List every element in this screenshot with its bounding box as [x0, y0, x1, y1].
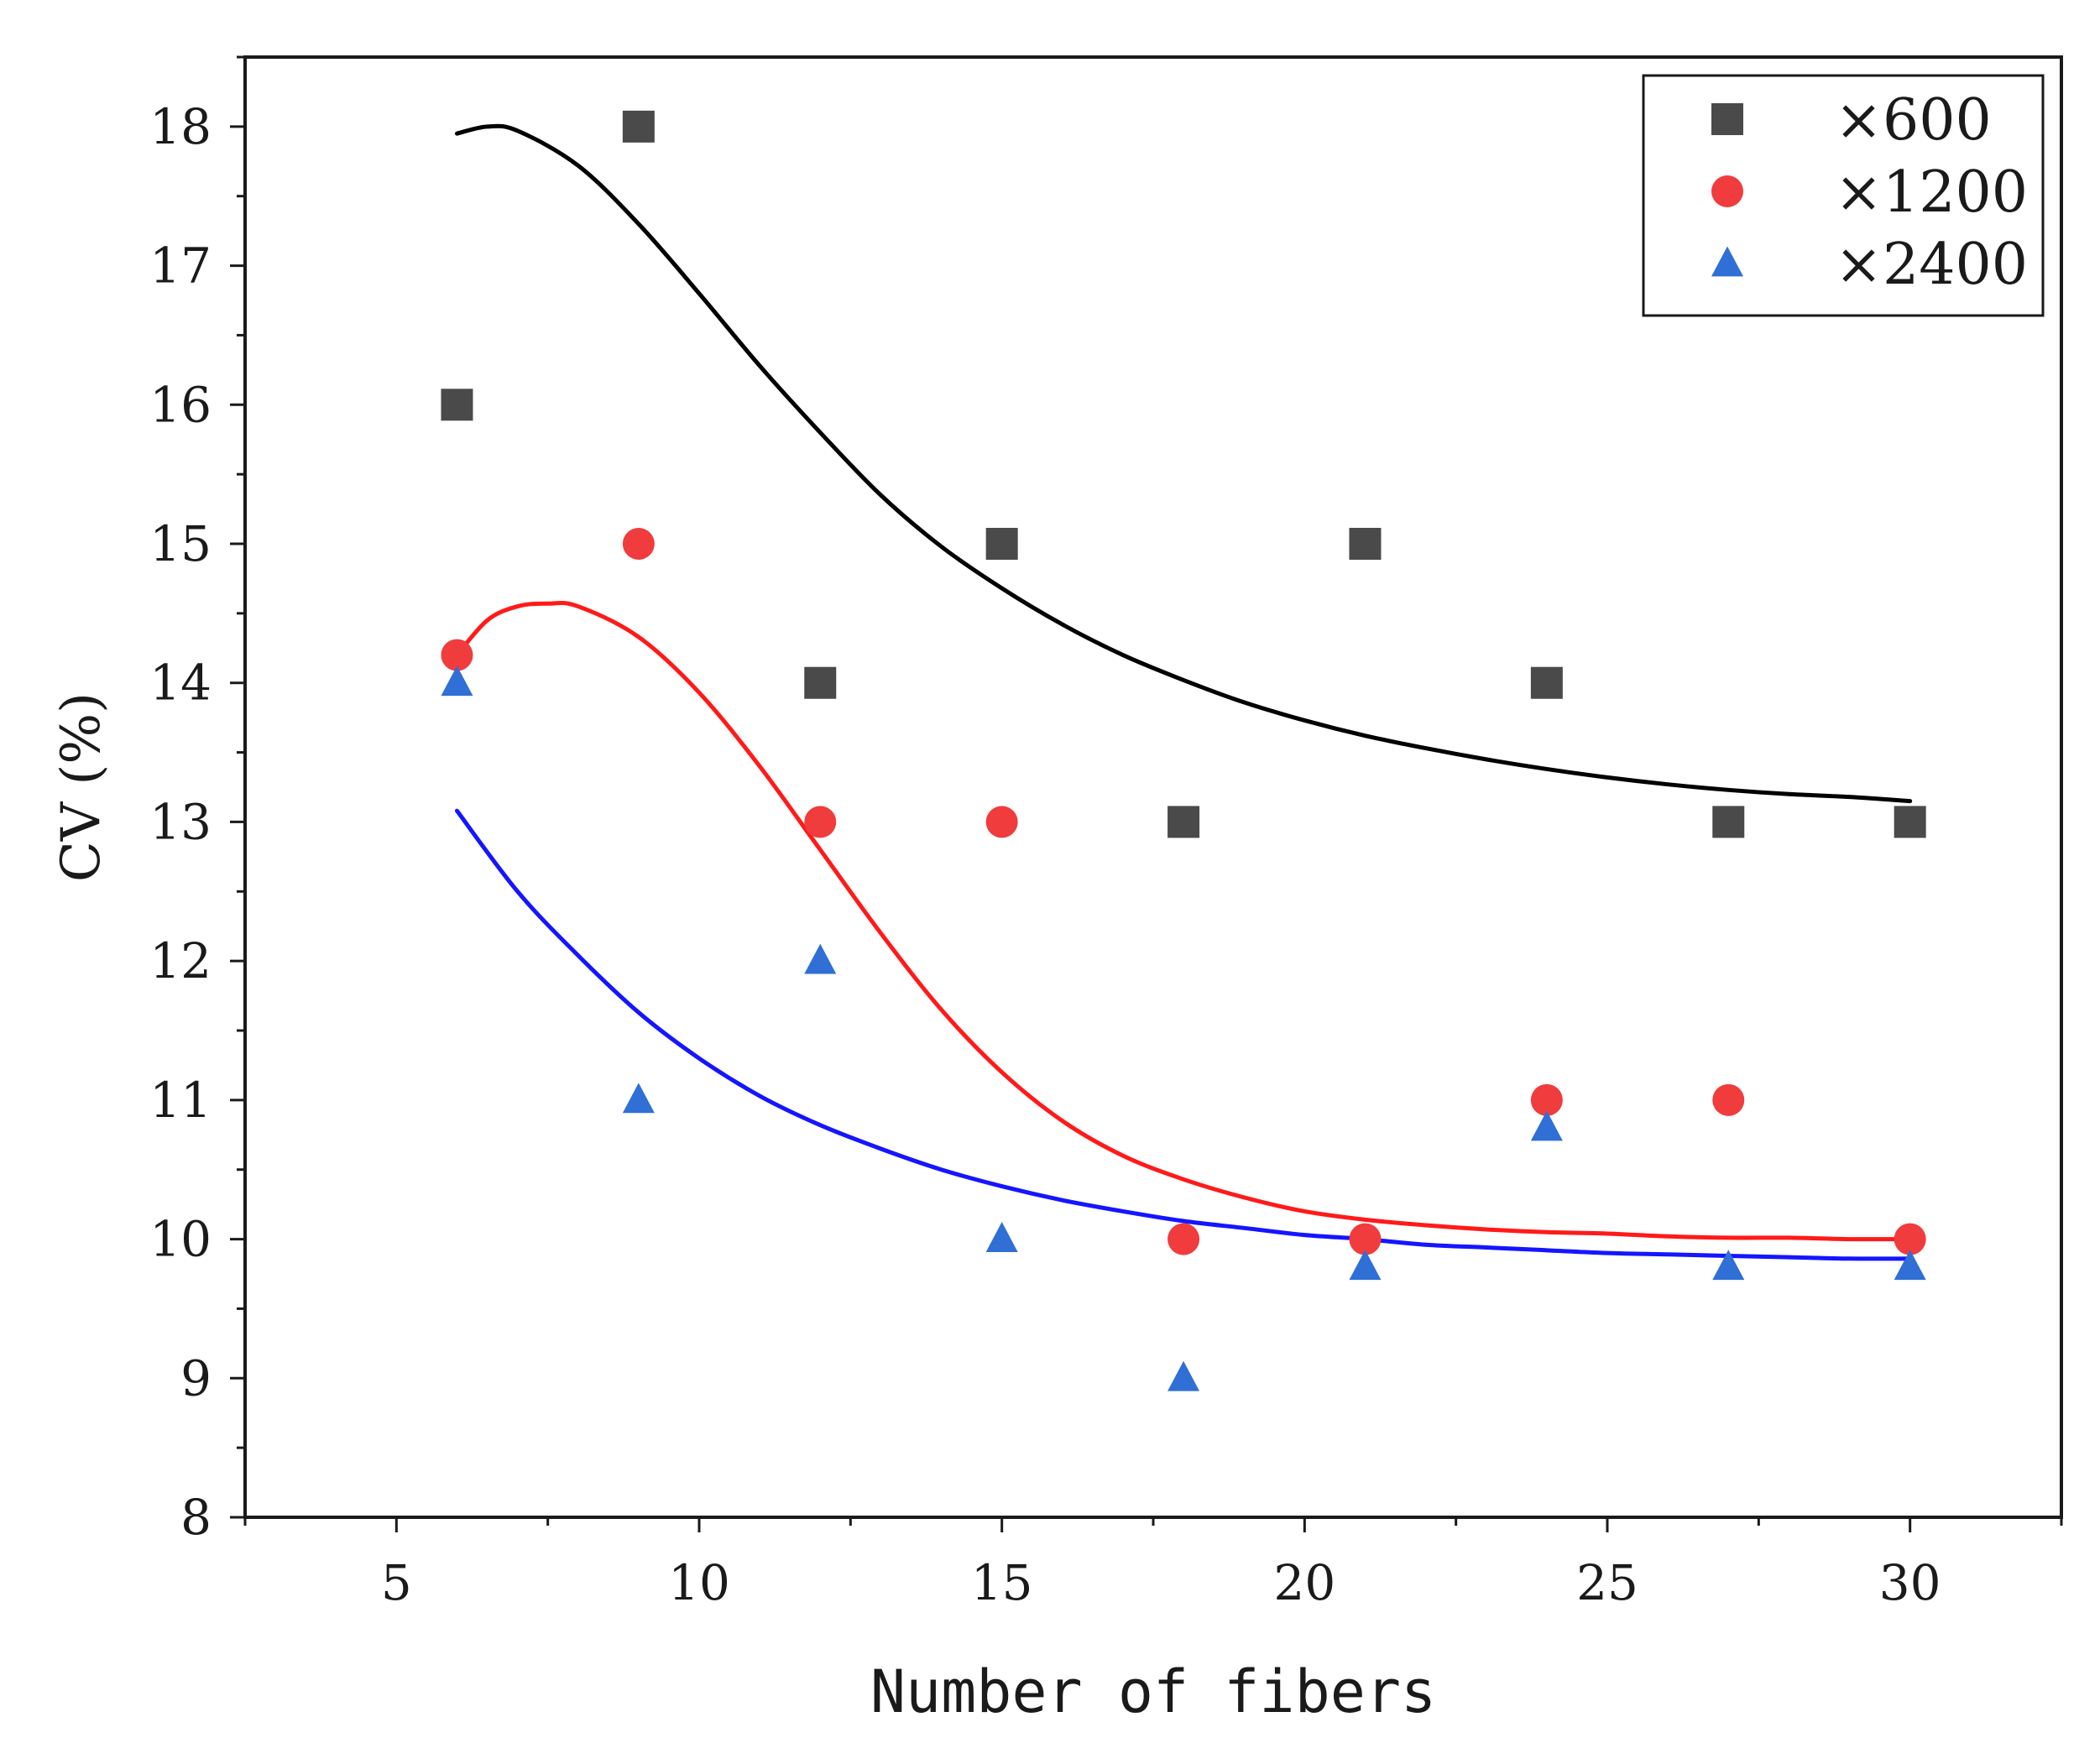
data-point-square	[1349, 528, 1382, 560]
legend-label: ×1200	[1835, 159, 2028, 226]
data-point-circle	[804, 806, 837, 838]
data-point-circle	[622, 528, 655, 560]
fit-curve-circle	[454, 600, 1913, 1242]
y-tick-label: 17	[149, 237, 212, 295]
x-tick-label: 10	[668, 1554, 730, 1611]
y-tick-label: 13	[149, 793, 212, 850]
legend-marker-circle	[1711, 175, 1743, 207]
data-point-square	[1168, 806, 1200, 838]
data-point-triangle	[441, 665, 473, 697]
data-point-square	[441, 389, 473, 421]
y-tick-label: 18	[149, 98, 212, 155]
x-tick-label: 5	[381, 1554, 412, 1611]
data-point-square	[622, 110, 655, 143]
legend-marker-square	[1711, 103, 1743, 135]
data-point-square	[1894, 806, 1926, 838]
data-point-square	[1530, 666, 1563, 699]
fit-curves	[454, 123, 1913, 1261]
data-point-triangle	[1349, 1250, 1382, 1281]
y-tick-label: 11	[149, 1072, 212, 1129]
fit-curve-triangle	[454, 808, 1913, 1261]
data-point-triangle	[1530, 1110, 1563, 1141]
data-point-square	[804, 666, 837, 699]
y-tick-label: 14	[149, 655, 212, 712]
y-tick-label: 10	[149, 1211, 212, 1268]
data-point-triangle	[1712, 1250, 1745, 1281]
legend-marker-triangle	[1711, 246, 1743, 277]
data-point-triangle	[622, 1083, 655, 1114]
x-tick-label: 15	[971, 1554, 1033, 1611]
data-point-triangle	[985, 1222, 1018, 1252]
legend: ×600×1200×2400	[1642, 74, 2045, 317]
data-point-circle	[1712, 1083, 1745, 1116]
legend-box	[1642, 74, 2045, 317]
x-tick-label: 20	[1273, 1554, 1335, 1611]
y-tick-label: 8	[180, 1489, 212, 1546]
y-tick-label: 16	[149, 376, 212, 433]
data-point-circle	[985, 806, 1018, 838]
y-tick-label: 12	[149, 932, 212, 989]
data-point-triangle	[804, 943, 837, 974]
data-point-square	[985, 528, 1018, 560]
x-tick-label: 25	[1576, 1554, 1638, 1611]
y-axis-title: CV (%)	[50, 692, 112, 882]
data-point-circle	[1168, 1223, 1200, 1255]
fit-curve-square	[454, 123, 1913, 804]
data-point-circle	[1894, 1223, 1926, 1255]
y-tick-label: 15	[149, 515, 212, 572]
data-point-circle	[441, 639, 473, 671]
y-tick-label: 9	[180, 1349, 212, 1407]
data-point-square	[1712, 806, 1745, 838]
data-point-triangle	[1168, 1360, 1200, 1391]
x-tick-label: 30	[1879, 1554, 1941, 1611]
legend-label: ×600	[1835, 87, 1992, 154]
data-point-circle	[1349, 1223, 1382, 1255]
axis-ticks: 5 10 15 20 25 30 8 9 10 11 12 13 14 15 16 17 18	[149, 55, 2063, 1611]
data-point-triangle	[1894, 1250, 1926, 1281]
x-axis-title: Number of fibers	[870, 1657, 1436, 1726]
data-point-circle	[1530, 1083, 1563, 1116]
legend-label: ×2400	[1835, 232, 2028, 298]
data-markers	[441, 110, 1926, 1391]
